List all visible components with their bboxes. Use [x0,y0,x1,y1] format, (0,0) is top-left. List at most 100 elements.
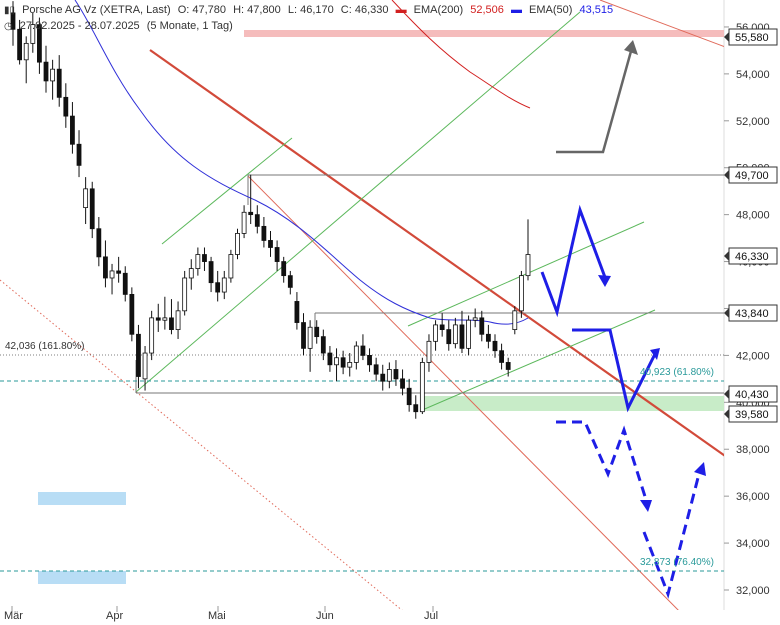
candle [413,395,419,419]
candle [70,102,75,154]
ohlc-open: O: 47,780 [177,4,227,16]
candle [208,256,214,293]
candle [162,296,168,330]
red-trendline-upper [599,0,724,48]
chart-subheader: ◷ 27.02.2025 - 28.07.2025 (5 Monate, 1 T… [4,20,237,32]
x-axis: Mär Apr Mai Jun Jul [4,606,438,622]
candle [492,334,498,358]
ohlc-low: L: 46,170 [287,4,334,16]
x-label-jul: Jul [424,610,438,622]
price-badges: 55,580 49,700 46,330 43,840 40,430 39,580 [724,28,778,423]
candle [380,364,386,391]
price-badge: 55,580 [724,28,778,46]
candle [188,259,194,290]
price-badge-label: 49,700 [735,170,769,182]
candle [37,17,42,74]
candle [17,19,23,65]
blue-arrow-head-4 [694,462,706,476]
candle [182,270,188,316]
candle [56,55,62,107]
green-channel-line-4 [419,309,656,412]
candle [400,369,405,396]
support-zone [420,396,724,411]
blue-solid-projection [540,204,608,318]
ohlc-high: H: 47,800 [233,4,281,16]
ema50-line [74,0,529,325]
candle [439,313,445,337]
candle [169,299,174,335]
ema50-label: EMA(50) [529,4,573,16]
candle [499,343,504,370]
target-zone-2 [38,571,126,584]
price-badge: 40,430 [724,385,778,403]
ohlc-close: C: 46,330 [340,4,389,16]
candle [485,324,491,349]
fib-label-618: 40,923 (61.80%) [640,367,714,378]
candle [314,320,320,344]
candle [109,263,115,295]
candle [353,341,359,370]
ema200-legend-dash: ▬ [395,4,407,16]
candle [122,266,128,302]
candle [175,301,181,339]
y-tick-label: 48,000 [736,210,770,222]
candle [235,228,240,260]
red-trendline-lower [247,175,679,610]
resistance-zone [244,30,724,37]
candle [406,378,412,412]
candle [129,287,135,342]
blue-arrow-head-1 [598,275,611,287]
candle [221,270,227,300]
x-label-jun: Jun [316,610,334,622]
y-tick-label: 32,000 [736,585,770,597]
candle [116,256,122,283]
blue-arrow-head-2 [650,348,660,360]
candle [281,256,287,283]
candle [426,334,432,372]
price-badge-label: 40,430 [735,389,769,401]
period-label: (5 Monate, 1 Tag) [146,20,233,32]
blue-arrow-head-3 [640,500,652,512]
candle [347,353,353,377]
date-range: 27.02.2025 - 28.07.2025 [19,20,140,32]
y-tick-label: 34,000 [736,538,770,550]
candle [518,270,524,318]
candle [307,320,313,372]
candle [452,317,458,349]
candle [50,59,56,100]
candle [433,320,438,351]
price-badge: 43,840 [724,304,778,322]
candle [248,174,254,225]
gray-arrow-head [624,40,638,55]
candle-icon: ▮▯ [4,5,16,16]
candle [479,310,485,342]
ema200-value: 52,506 [470,4,504,16]
fib-label-764: 32,873 (76.40%) [640,557,714,568]
candle [512,306,518,335]
y-tick-label: 36,000 [736,491,770,503]
candle [446,320,452,351]
green-channel-line-2 [161,137,293,245]
candle [287,270,293,295]
candle [202,247,207,271]
blue-solid-projection-2 [572,328,657,413]
candle [136,324,141,389]
candle [96,216,102,267]
y-tick-label: 42,000 [736,350,770,362]
price-badge-label: 43,840 [735,308,769,320]
candle [83,177,89,225]
candle [30,12,36,53]
y-tick-label: 38,000 [736,444,770,456]
candle [505,357,511,377]
candle [76,130,82,178]
candle [10,1,16,46]
price-badge-label: 46,330 [735,251,769,263]
candle [103,240,108,288]
candle [89,181,95,239]
candle [294,292,300,330]
candle [373,357,379,382]
candle [261,216,267,248]
chart-header: ▮▯ Porsche AG Vz (XETRA, Last) O: 47,780… [4,4,617,16]
price-badge-label: 55,580 [735,32,769,44]
